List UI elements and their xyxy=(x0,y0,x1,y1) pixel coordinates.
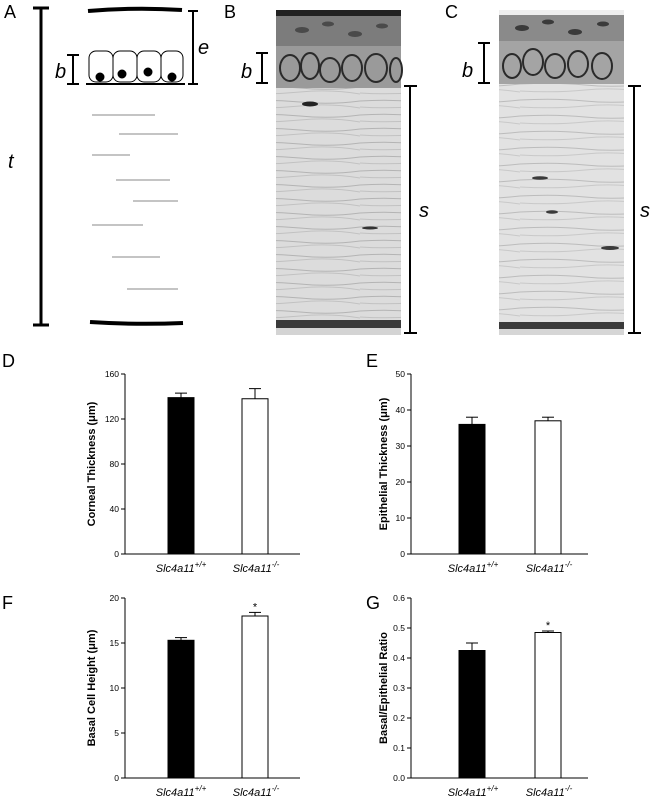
label-t: t xyxy=(8,151,15,173)
y-tick-label: 10 xyxy=(110,683,120,693)
y-tick-label: 0.4 xyxy=(393,653,405,663)
y-tick-label: 160 xyxy=(105,369,119,379)
y-tick-label: 0.0 xyxy=(393,773,405,783)
panel-a-letter: A xyxy=(4,2,16,22)
y-tick-label: 30 xyxy=(396,441,406,451)
endothelium-surface xyxy=(89,320,184,326)
y-tick-label: 0.2 xyxy=(393,713,405,723)
panel-letter: F xyxy=(2,593,13,613)
bar xyxy=(458,423,486,555)
y-tick-label: 20 xyxy=(110,593,120,603)
label-s-c: s xyxy=(640,200,650,222)
label-s-b: s xyxy=(419,200,429,222)
chart-d: D 0 40 80 120 160 Corneal Thickness (μm) Slc4a1… xyxy=(2,351,300,575)
significance-star: * xyxy=(253,601,258,613)
significance-star: * xyxy=(546,620,551,632)
basal-cell-bracket-b xyxy=(256,52,268,84)
category-label: Slc4a11-/- xyxy=(233,784,280,799)
epithelial-thickness-bracket xyxy=(188,10,198,85)
chart-f: F 0 5 10 15 20 Basal Cell Height (μm) Slc4a11+/… xyxy=(2,593,300,799)
chart-g: G 0.0 0.1 0.2 0.3 0.4 0.5 0.6 Basal/Epithelial R… xyxy=(366,593,588,799)
panel-c: C xyxy=(445,2,650,335)
bar xyxy=(167,639,195,779)
label-b-a: b xyxy=(55,61,66,83)
label-e: e xyxy=(198,37,209,59)
bar xyxy=(458,650,486,779)
bar xyxy=(241,398,269,555)
basal-cells xyxy=(88,50,184,83)
chart-e: E 0 10 20 30 40 50 Epithelial Thickness (μm) Slc… xyxy=(366,351,588,575)
category-label: Slc4a11+/+ xyxy=(448,560,499,575)
bar xyxy=(534,420,562,555)
bar xyxy=(534,632,562,779)
category-label: Slc4a11+/+ xyxy=(448,784,499,799)
stroma-lamellae xyxy=(92,114,178,290)
y-tick-label: 0 xyxy=(114,549,119,559)
y-tick-label: 0.6 xyxy=(393,593,405,603)
y-tick-label: 20 xyxy=(396,477,406,487)
label-b-b: b xyxy=(241,61,252,83)
y-axis-title: Corneal Thickness (μm) xyxy=(86,401,98,526)
label-b-c: b xyxy=(462,60,473,82)
y-tick-label: 0.5 xyxy=(393,623,405,633)
micrograph-c xyxy=(499,10,624,335)
y-tick-label: 40 xyxy=(396,405,406,415)
category-label: Slc4a11-/- xyxy=(233,560,280,575)
y-tick-label: 5 xyxy=(114,728,119,738)
bar xyxy=(241,615,269,779)
panel-letter: G xyxy=(366,593,380,613)
y-tick-label: 80 xyxy=(110,459,120,469)
y-tick-label: 0 xyxy=(114,773,119,783)
y-axis-title: Basal/Epithelial Ratio xyxy=(378,632,390,744)
y-tick-label: 40 xyxy=(110,504,120,514)
epithelium-surface xyxy=(87,6,183,13)
total-thickness-bracket xyxy=(33,6,49,327)
category-label: Slc4a11-/- xyxy=(526,560,573,575)
panel-letter: E xyxy=(366,351,378,371)
y-tick-label: 120 xyxy=(105,414,119,424)
panel-c-letter: C xyxy=(445,2,458,22)
panel-b-letter: B xyxy=(224,2,236,22)
basal-cell-bracket xyxy=(67,54,79,85)
y-axis-title: Epithelial Thickness (μm) xyxy=(378,397,390,530)
y-axis-title: Basal Cell Height (μm) xyxy=(86,629,98,746)
y-tick-label: 0 xyxy=(400,549,405,559)
stroma-bracket-b xyxy=(404,85,417,334)
category-label: Slc4a11+/+ xyxy=(156,560,207,575)
basal-cell-bracket-c xyxy=(478,42,490,84)
panel-b: B xyxy=(224,2,429,335)
y-tick-label: 10 xyxy=(396,513,406,523)
micrograph-b xyxy=(276,10,403,335)
panel-a: A t e b xyxy=(4,2,209,327)
y-tick-label: 0.1 xyxy=(393,743,405,753)
stroma-bracket-c xyxy=(628,85,641,334)
category-label: Slc4a11+/+ xyxy=(156,784,207,799)
y-tick-label: 15 xyxy=(110,638,120,648)
bar xyxy=(167,397,195,555)
y-tick-label: 50 xyxy=(396,369,406,379)
category-label: Slc4a11-/- xyxy=(526,784,573,799)
panel-letter: D xyxy=(2,351,15,371)
y-tick-label: 0.3 xyxy=(393,683,405,693)
